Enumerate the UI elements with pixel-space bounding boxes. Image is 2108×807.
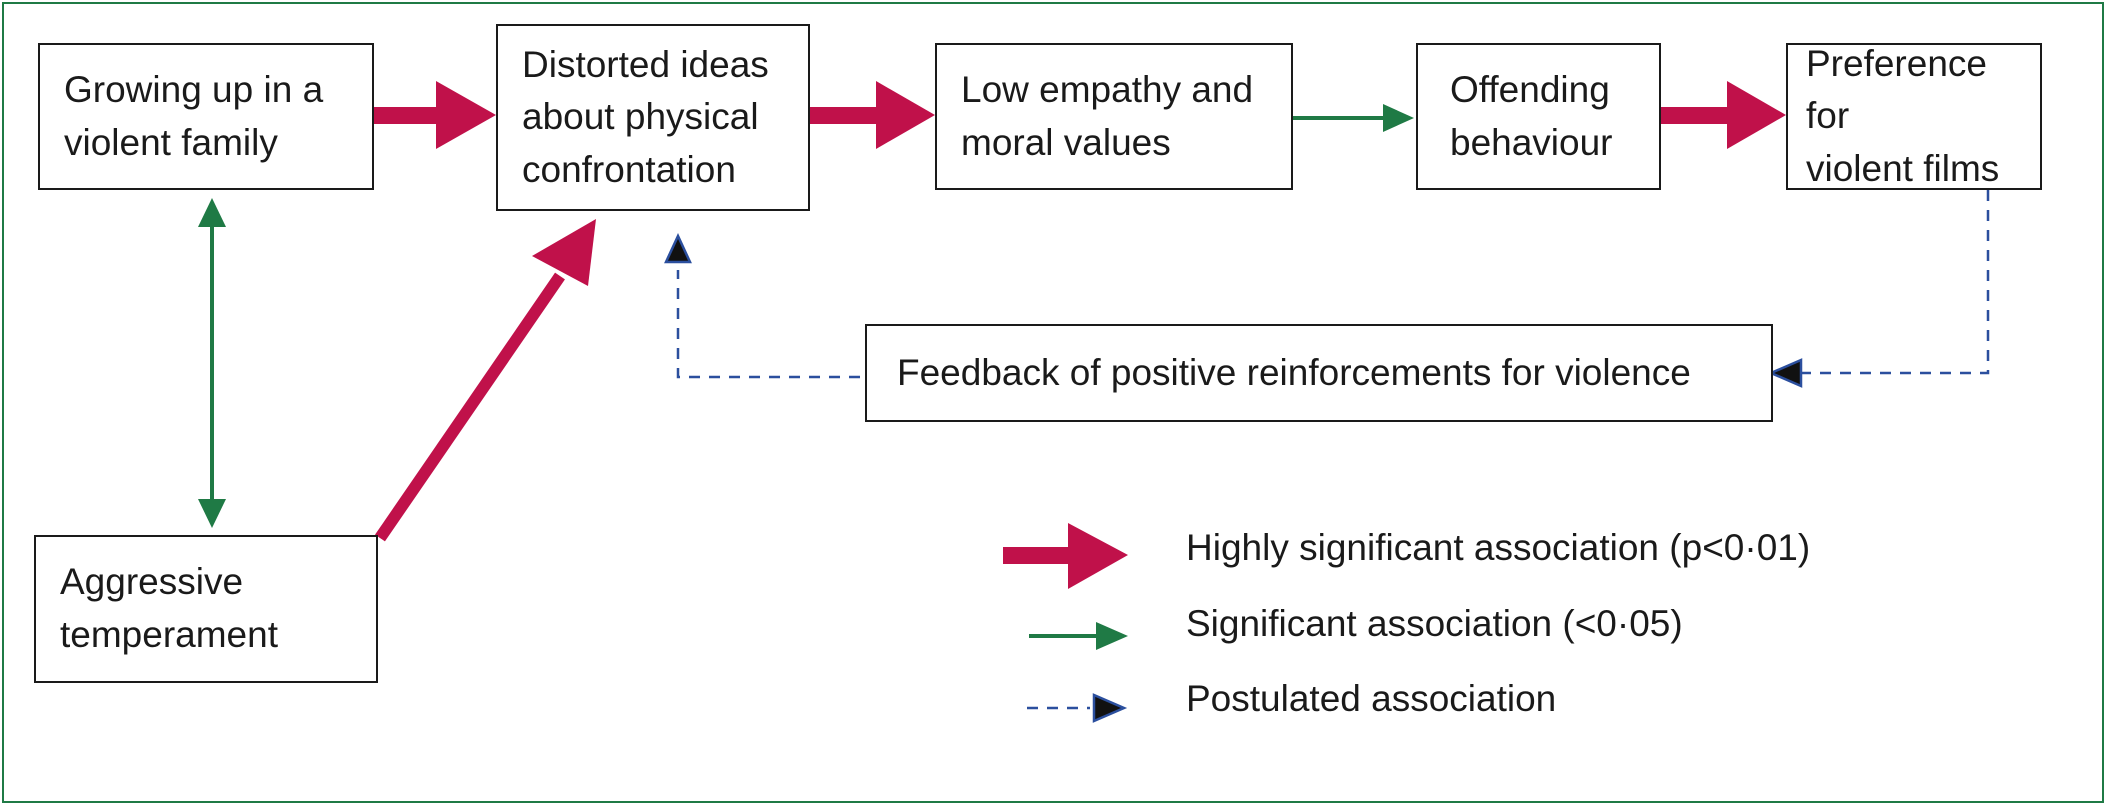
edge-offending-to-preference xyxy=(1661,81,1786,149)
edge-empathy-to-offending xyxy=(1293,104,1414,132)
node-feedback: Feedback of positive reinforcements for … xyxy=(865,324,1773,422)
edge-feedback-to-distorted xyxy=(664,233,860,379)
node-preference-violent-films: Preference for violent films xyxy=(1786,43,2042,190)
node-distorted-ideas: Distorted ideas about physical confronta… xyxy=(496,24,810,211)
node-offending-behaviour: Offending behaviour xyxy=(1416,43,1661,190)
legend-significant-symbol xyxy=(1029,622,1128,650)
node-aggressive-temperament: Aggressive temperament xyxy=(34,535,378,683)
edge-distorted-to-empathy xyxy=(810,81,935,149)
edge-preference-to-feedback xyxy=(1767,190,1990,388)
legend-significant-label: Significant association (<0·05) xyxy=(1186,603,1683,644)
node-low-empathy-label: Low empathy and moral values xyxy=(961,68,1254,163)
node-growing-up: Growing up in a violent family xyxy=(38,43,374,190)
node-growing-up-label: Growing up in a violent family xyxy=(64,68,324,163)
legend-highly-significant-label: Highly significant association (p<0·01) xyxy=(1186,527,1811,568)
node-distorted-ideas-label: Distorted ideas about physical confronta… xyxy=(522,43,769,190)
legend-highly-significant-symbol xyxy=(1003,523,1128,589)
node-aggressive-temperament-label: Aggressive temperament xyxy=(60,561,278,655)
node-feedback-label: Feedback of positive reinforcements for … xyxy=(897,351,1691,393)
legend-postulated-label: Postulated association xyxy=(1186,678,1557,719)
node-low-empathy: Low empathy and moral values xyxy=(935,43,1293,190)
legend-postulated-symbol xyxy=(1027,693,1128,723)
edge-growing-aggressive-bidirectional xyxy=(198,198,226,528)
edge-growing-to-distorted xyxy=(374,81,496,149)
node-preference-violent-films-label: Preference for violent films xyxy=(1806,42,2000,189)
node-offending-behaviour-label: Offending behaviour xyxy=(1450,68,1613,163)
edge-aggressive-to-distorted xyxy=(375,219,596,542)
